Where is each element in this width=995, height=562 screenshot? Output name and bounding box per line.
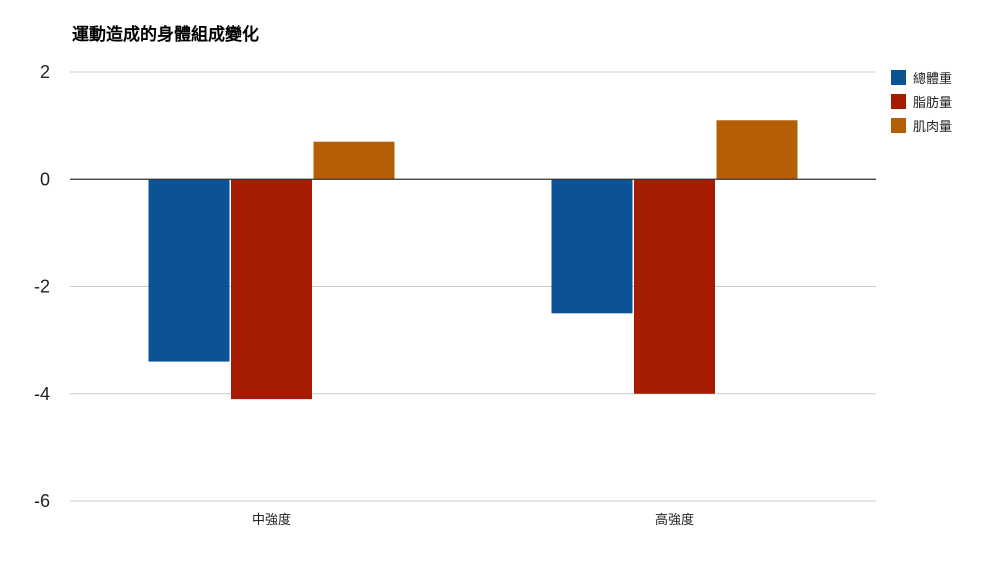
y-tick-label: 2 (40, 62, 50, 82)
bar-2-1 (551, 179, 633, 314)
x-category-label: 中強度 (252, 512, 291, 528)
y-tick-label: -4 (34, 384, 50, 404)
x-category-label: 高強度 (655, 512, 694, 528)
bar-2-3 (716, 120, 798, 180)
legend-label: 總體重 (913, 71, 952, 87)
legend-swatch (891, 118, 906, 133)
chart-title: 運動造成的身體組成變化 (72, 25, 259, 45)
legend-label: 脂肪量 (913, 95, 952, 111)
x-axis-categories: 中強度 高強度 (252, 512, 694, 528)
legend-label: 肌肉量 (913, 120, 952, 135)
gridlines (70, 71, 876, 502)
y-axis-ticks: 2 0 -2 -4 -6 (34, 62, 50, 511)
bar-1-3 (313, 141, 395, 180)
y-tick-label: -6 (34, 491, 50, 511)
bar-1-1 (148, 179, 230, 362)
bar-1-2 (231, 179, 312, 400)
y-tick-label: 0 (40, 169, 50, 189)
legend-swatch (891, 70, 906, 85)
bars (148, 120, 798, 400)
legend-swatch (891, 94, 906, 109)
y-tick-label: -2 (34, 277, 50, 297)
bar-2-2 (634, 179, 715, 394)
